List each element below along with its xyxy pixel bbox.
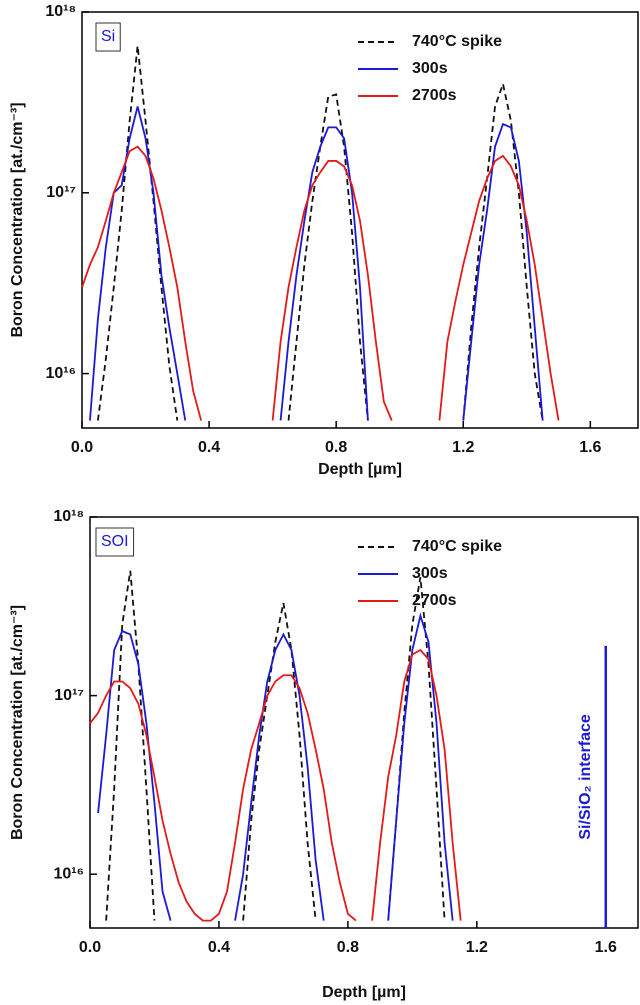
x-axis-label: Depth [µm] — [318, 461, 402, 478]
data-line — [89, 106, 544, 421]
x-tick-label: 0.4 — [198, 439, 220, 456]
y-tick-label: 10¹⁷ — [54, 687, 84, 704]
x-tick-label: 0.8 — [337, 939, 359, 956]
x-axis-label: Depth [µm] — [322, 984, 406, 1001]
y-tick-label: 10¹⁸ — [53, 508, 84, 525]
annotation: SOI — [101, 533, 129, 550]
legend-label: 300s — [412, 565, 448, 582]
data-line — [97, 612, 454, 921]
annotation-box — [95, 22, 121, 52]
legend-label: 740°C spike — [412, 538, 502, 555]
x-tick-label: 0.8 — [325, 439, 347, 456]
plot-frame — [81, 11, 639, 429]
x-tick-label: 0.0 — [71, 439, 93, 456]
x-tick-label: 1.2 — [452, 439, 474, 456]
data-line — [81, 145, 560, 421]
data-line — [89, 648, 462, 922]
annotation-box — [95, 527, 135, 557]
y-tick-label: 10¹⁸ — [45, 3, 76, 20]
x-tick-label: 1.6 — [595, 939, 617, 956]
annotation: Si — [101, 28, 115, 45]
legend-label: 740°C spike — [412, 33, 502, 50]
x-tick-label: 0.0 — [79, 939, 101, 956]
y-axis-label: Boron Concentration [at./cm⁻³] — [9, 102, 26, 337]
x-tick-label: 0.4 — [208, 939, 230, 956]
y-axis-label: Boron Concentration [at./cm⁻³] — [9, 605, 26, 840]
legend-label: 2700s — [412, 87, 457, 104]
plot-frame — [89, 516, 639, 929]
data-line — [96, 45, 544, 421]
y-tick-label: 10¹⁷ — [46, 184, 76, 201]
x-tick-label: 1.2 — [466, 939, 488, 956]
data-line — [105, 570, 446, 921]
y-tick-label: 10¹⁶ — [46, 365, 77, 382]
y-tick-label: 10¹⁶ — [54, 865, 85, 882]
interface-label: Si/SiO₂ interface — [577, 714, 594, 839]
legend-label: 300s — [412, 60, 448, 77]
legend-label: 2700s — [412, 592, 457, 609]
x-tick-label: 1.6 — [579, 439, 601, 456]
